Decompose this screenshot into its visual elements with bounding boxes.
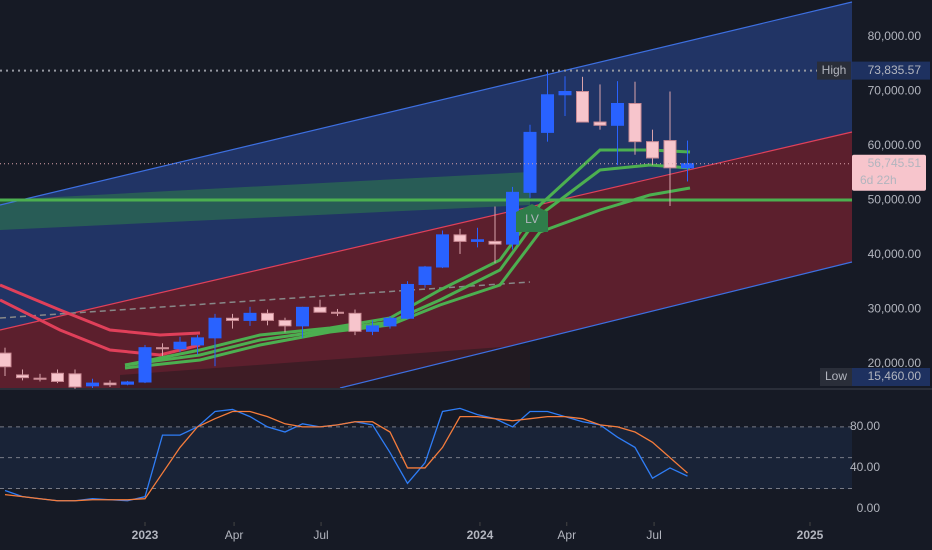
- shade: [120, 345, 530, 388]
- candle-body: [471, 239, 485, 242]
- candle-body: [628, 102, 642, 143]
- candle-body: [0, 352, 12, 368]
- ma-red: [0, 283, 201, 337]
- candle-body: [453, 234, 467, 242]
- candle-body: [681, 163, 695, 169]
- candle-body: [331, 311, 345, 314]
- channel: [0, 1, 853, 389]
- countdown: 6d 22h: [860, 173, 897, 187]
- y-tick-label: 80,000.00: [868, 29, 922, 43]
- high-value-tag: [852, 61, 930, 80]
- high-tag: [817, 61, 851, 80]
- high-text: High: [822, 63, 847, 77]
- candle-body: [558, 91, 572, 96]
- channel-line: [0, 1, 853, 206]
- low-value-tag: [852, 368, 930, 386]
- y-tick-label: 70,000.00: [868, 84, 922, 98]
- candle-body: [86, 382, 100, 387]
- candle-body: [243, 312, 257, 321]
- candle-body: [226, 317, 240, 321]
- candle-body: [383, 317, 397, 327]
- channel-line: [339, 261, 853, 389]
- candle-body: [191, 337, 205, 346]
- lv-label: LV: [525, 212, 539, 226]
- y-tick-label: 20,000.00: [868, 356, 922, 370]
- candle-body: [121, 381, 135, 385]
- candle-body: [68, 373, 82, 388]
- candles: [0, 70, 695, 389]
- lv-flag: [516, 204, 548, 232]
- ma-green: [124, 163, 691, 367]
- candle-body: [366, 325, 380, 332]
- candle-body: [418, 266, 432, 285]
- x-tick-label: 2025: [797, 528, 824, 542]
- candle-body: [401, 283, 415, 319]
- x-tick-label: 2023: [132, 528, 159, 542]
- candle-body: [208, 317, 222, 339]
- candle-body: [138, 347, 152, 383]
- low-value: 15,460.00: [868, 369, 922, 383]
- candle-body: [173, 341, 187, 350]
- candle-body: [663, 140, 677, 169]
- last-price: 56,745.51: [868, 156, 922, 170]
- y-tick-label: 30,000.00: [868, 302, 922, 316]
- candle-body: [33, 377, 47, 380]
- osc-tick-label: 0.00: [857, 501, 881, 515]
- y-tick-label: 60,000.00: [868, 138, 922, 152]
- candle-body: [488, 240, 502, 245]
- candle-body: [576, 91, 590, 123]
- osc-tick-label: 40.00: [850, 460, 880, 474]
- y-tick-label: 40,000.00: [868, 247, 922, 261]
- candle-body: [261, 312, 275, 321]
- candle-body: [593, 121, 607, 126]
- candle-body: [296, 306, 310, 327]
- channel-line: [0, 131, 853, 331]
- x-tick-label: 2024: [467, 528, 494, 542]
- candle-body: [611, 102, 625, 126]
- candle-body: [348, 312, 362, 332]
- last-price-tag: [852, 154, 926, 191]
- x-tick-label: Jul: [646, 528, 661, 542]
- low-tag: [820, 368, 852, 386]
- candle-body: [436, 234, 450, 268]
- channel-upper: [0, 2, 852, 330]
- y-tick-label: 50,000.00: [868, 193, 922, 207]
- osc-line: [4, 410, 688, 502]
- ma-green: [124, 186, 691, 370]
- candle-body: [103, 382, 117, 386]
- ma-red: [0, 298, 201, 357]
- x-tick-label: Apr: [225, 528, 244, 542]
- ma-green: [124, 148, 691, 367]
- osc-tick-label: 80.00: [850, 419, 880, 433]
- high-value: 73,835.57: [868, 63, 922, 77]
- candle-body: [541, 94, 555, 133]
- candle-body: [16, 374, 30, 379]
- candle-body: [156, 347, 170, 350]
- candle-body: [313, 306, 327, 313]
- low-text: Low: [825, 369, 847, 383]
- candle-body: [278, 319, 292, 327]
- candle-body: [51, 372, 65, 382]
- x-tick-label: Apr: [557, 528, 576, 542]
- candle-body: [646, 141, 660, 159]
- x-tick-label: Jul: [313, 528, 328, 542]
- candle-body: [523, 131, 537, 193]
